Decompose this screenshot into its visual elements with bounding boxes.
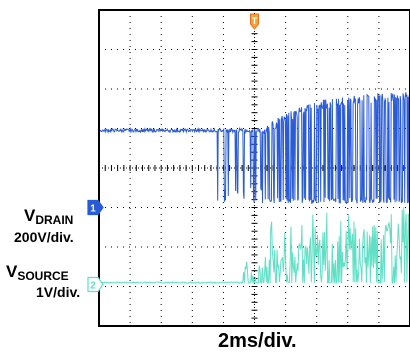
channel-2-marker-shape: [87, 276, 104, 293]
channel-1-marker-text: 1: [90, 204, 96, 215]
traces: [98, 92, 410, 285]
channel-2-subscript: SOURCE: [17, 269, 69, 283]
channel-2-name: V: [6, 262, 18, 281]
channel-2-trace: [98, 207, 410, 285]
channel-1-scale: 200V/div.: [14, 229, 74, 245]
channel-1-trace: [98, 92, 410, 205]
channel-1-subscript: DRAIN: [35, 213, 74, 227]
channel-2-label: VSOURCE: [6, 262, 69, 283]
channel-1-marker-shape: [87, 199, 104, 216]
trigger-marker-shape: [250, 13, 259, 30]
channel-2-marker-text: 2: [90, 281, 96, 292]
x-axis-label: 2ms/div.: [218, 330, 297, 352]
channel-1-label: VDRAIN: [24, 206, 73, 227]
channel-2-marker: 2: [87, 276, 104, 293]
trigger-marker-text: T: [252, 16, 258, 26]
channel-1-marker: 1: [87, 199, 104, 216]
channel-1-name: V: [24, 206, 36, 225]
trigger-marker: T: [250, 13, 259, 30]
plot-frame: [98, 9, 410, 327]
markers: 1 2 T: [87, 13, 259, 293]
channel-2-scale: 1V/div.: [36, 284, 81, 300]
